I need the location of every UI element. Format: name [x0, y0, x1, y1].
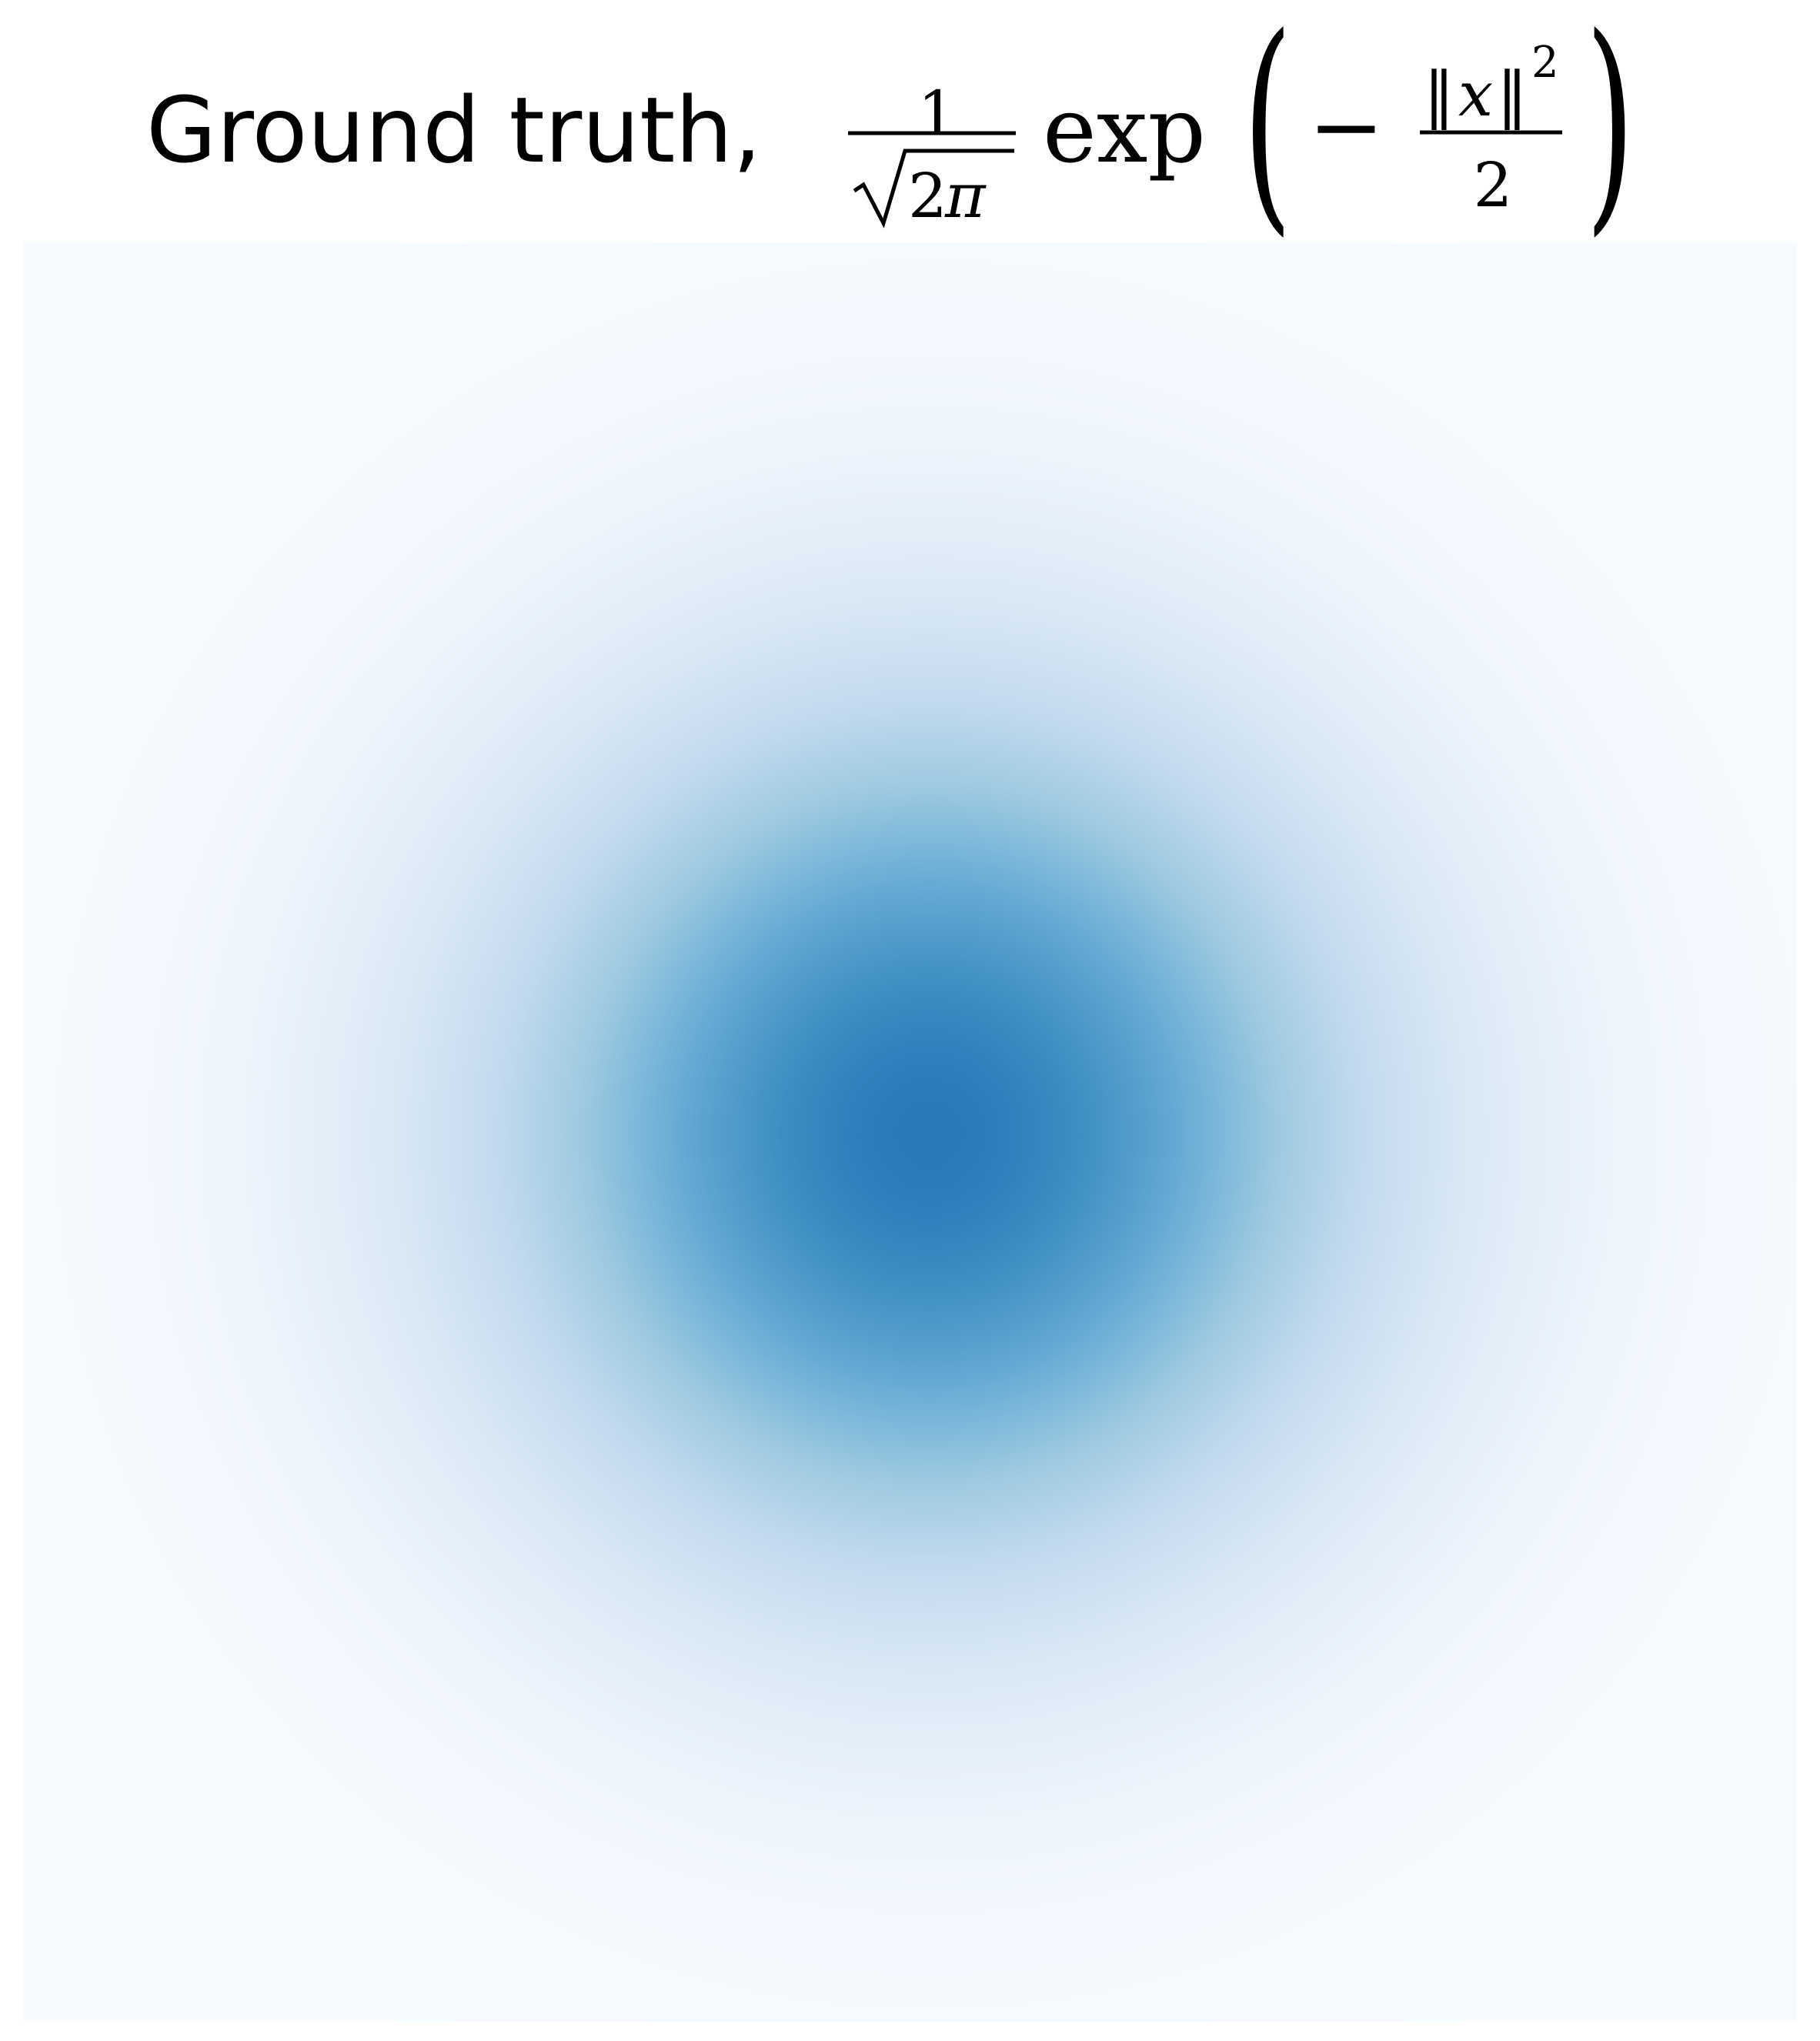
- title-inner-denominator: 2: [1474, 149, 1513, 221]
- title-variable: x: [1458, 58, 1493, 130]
- heatmap-image: [23, 242, 1797, 2022]
- title-sqrt-sign: [853, 149, 1014, 229]
- title-open-paren: (: [1243, 0, 1292, 246]
- title-exp: exp: [1043, 77, 1206, 183]
- title-norm-left: ‖: [1424, 58, 1454, 130]
- title-prefix: Ground truth,: [146, 77, 762, 183]
- title-minus: −: [1308, 73, 1384, 179]
- title-pi: π: [944, 160, 987, 232]
- title-close-paren: ): [1585, 0, 1635, 246]
- title-sqrt-argument: 2: [908, 160, 947, 232]
- title-exponent: 2: [1531, 38, 1559, 88]
- title-norm-right: ‖: [1497, 58, 1528, 130]
- title-frac-numerator: 1: [918, 78, 957, 149]
- chart-title: Ground truth, 1 2 π exp ( ) − ‖ x ‖ 2 2: [146, 0, 1635, 246]
